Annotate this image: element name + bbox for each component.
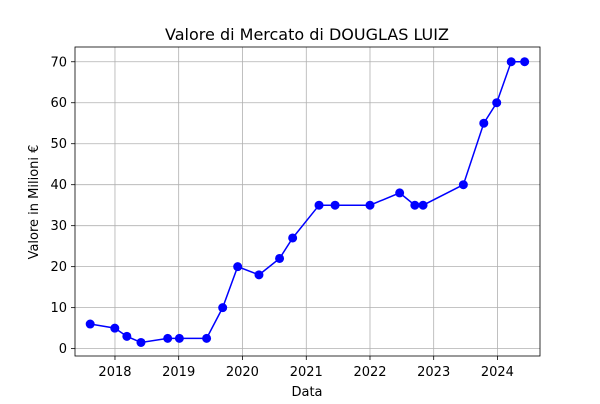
data-point	[122, 331, 132, 341]
data-point	[110, 323, 120, 333]
y-tick-label: 20	[50, 260, 67, 275]
series-points	[85, 57, 530, 347]
x-tick-label: 2022	[353, 365, 386, 380]
data-point	[136, 337, 146, 347]
y-tick-label: 30	[50, 219, 67, 234]
y-tick-label: 70	[50, 55, 67, 70]
data-point	[85, 319, 95, 329]
x-tick-label: 2019	[162, 365, 195, 380]
data-point	[492, 98, 502, 108]
axes	[71, 46, 541, 360]
data-point	[275, 253, 285, 263]
data-point	[458, 180, 468, 190]
x-tick-label: 2023	[417, 365, 450, 380]
y-tick-label: 40	[50, 178, 67, 193]
data-point	[163, 333, 173, 343]
data-point	[395, 188, 405, 198]
x-axis-label: Data	[291, 385, 322, 400]
data-point	[202, 333, 212, 343]
data-point	[254, 270, 264, 280]
y-tick-label: 10	[50, 301, 67, 316]
y-axis-label: Valore in Milioni €	[27, 145, 42, 260]
data-point	[506, 57, 516, 67]
plot-frame	[74, 46, 541, 357]
tick-labels: 2018 2019 2020 2021 2022 2023 2024 0 10 20 30 40 50 6…	[50, 55, 514, 380]
data-point	[330, 200, 340, 210]
y-tick-label: 50	[50, 137, 67, 152]
grid-lines	[75, 47, 540, 356]
data-point	[479, 118, 489, 128]
y-tick-label: 0	[59, 342, 67, 357]
data-point	[233, 262, 243, 272]
y-tick-label: 60	[50, 96, 67, 111]
data-point	[218, 303, 228, 313]
x-tick-label: 2024	[481, 365, 514, 380]
data-point	[174, 333, 184, 343]
data-point	[410, 200, 420, 210]
data-point	[520, 57, 530, 67]
data-point	[418, 200, 428, 210]
x-tick-label: 2018	[98, 365, 131, 380]
data-point	[365, 200, 375, 210]
x-tick-label: 2020	[226, 365, 259, 380]
series-line	[90, 61, 525, 344]
x-tick-label: 2021	[290, 365, 323, 380]
data-point	[288, 233, 298, 243]
data-point	[314, 200, 324, 210]
series-line-path	[90, 61, 525, 344]
chart-title: Valore di Mercato di DOUGLAS LUIZ	[165, 25, 449, 44]
